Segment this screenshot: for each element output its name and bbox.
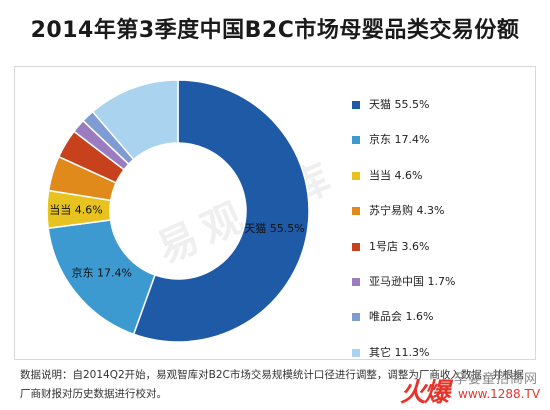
legend-swatch xyxy=(352,101,360,109)
legend-item-6: 唯品会 1.6% xyxy=(352,310,522,324)
legend-item-1: 京东 17.4% xyxy=(352,133,522,147)
legend-item-7: 其它 11.3% xyxy=(352,346,522,360)
slice-1 xyxy=(47,219,156,336)
data-note: 数据说明：自2014Q2开始，易观智库对B2C市场交易规模统计口径进行调整，调整… xyxy=(20,369,524,400)
slice-0 xyxy=(132,79,310,343)
legend-item-5: 亚马逊中国 1.7% xyxy=(352,275,522,289)
legend-swatch xyxy=(352,171,360,180)
legend-swatch xyxy=(352,207,360,216)
legend-swatch xyxy=(352,277,360,286)
legend-item-0: 天猫 55.5% xyxy=(352,98,522,112)
logo-mark: 火爆 xyxy=(400,378,450,408)
legend-item-2: 当当 4.6% xyxy=(352,169,522,183)
slice-label-1: 京东 17.4% xyxy=(71,266,131,280)
slice-7 xyxy=(91,79,179,161)
legend-swatch xyxy=(352,348,360,357)
legend-item-4: 1号店 3.6% xyxy=(352,240,522,254)
legend-swatch xyxy=(352,313,360,322)
legend-swatch xyxy=(352,242,360,251)
site-logo: 火爆 孕婴童招商网 www.1288.TV xyxy=(400,366,541,408)
legend-label: 天猫 55.5% xyxy=(369,98,430,111)
logo-name: 孕婴童招商网 xyxy=(454,372,539,387)
legend-label: 京东 17.4% xyxy=(369,133,430,147)
legend-label: 其它 11.3% xyxy=(369,345,430,359)
legend-label: 1号店 3.6% xyxy=(369,239,430,253)
legend-label: 亚马逊中国 1.7% xyxy=(369,274,456,288)
legend-label: 苏宁易购 4.3% xyxy=(369,204,445,218)
legend-label: 唯品会 1.6% xyxy=(369,310,434,324)
slice-label-0: 天猫 55.5% xyxy=(244,222,304,235)
chart-frame xyxy=(14,66,536,360)
legend-label: 当当 4.6% xyxy=(369,168,423,182)
logo-url: www.1288.TV xyxy=(458,387,541,401)
slice-label-2: 当当 4.6% xyxy=(49,203,102,217)
legend-item-3: 苏宁易购 4.3% xyxy=(352,204,522,218)
chart-title: 2014年第3季度中国B2C市场母婴品类交易份额 xyxy=(30,18,520,43)
legend: 天猫 55.5% 京东 17.4% 当当 4.6% 苏宁易购 4.3% 1号店 3.6%… xyxy=(352,98,522,381)
legend-swatch xyxy=(352,136,360,145)
